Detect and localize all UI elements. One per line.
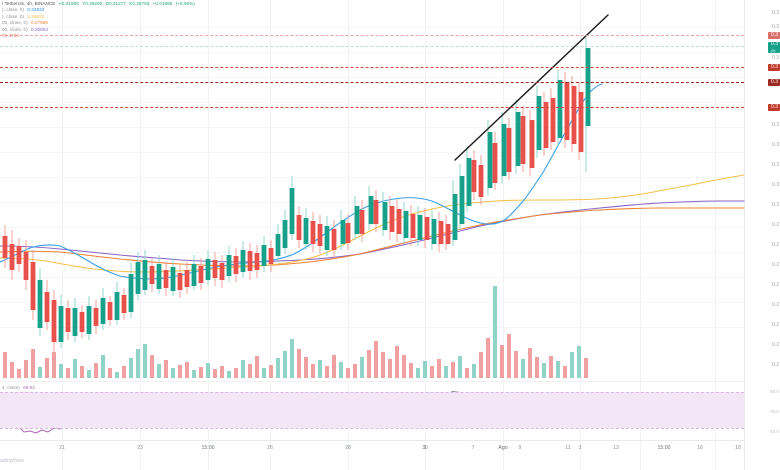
time-axis[interactable]: 21 23 15:00 26 28 30 Ago 3 5 7 9 11 13 1…: [0, 441, 744, 459]
legend-change-pct: (+5.56%): [175, 1, 195, 6]
price-level-line-1: [0, 35, 744, 36]
price-tick: 0.3: [772, 202, 779, 208]
time-tick: 16: [697, 445, 703, 451]
time-tick: 11: [565, 445, 571, 451]
price-tick: 0.2: [772, 322, 779, 328]
rsi-tick: 40.0: [770, 429, 779, 434]
price-tick: 0.2: [772, 342, 779, 348]
legend-change: +0.01886: [152, 1, 173, 6]
candles: [2, 38, 591, 352]
time-tick: 21: [59, 445, 65, 451]
legend-ma-value-4: 0.25904: [31, 26, 48, 32]
legend-ma-value-2: 0.29622: [27, 13, 45, 19]
ma-line-blue: [0, 83, 603, 280]
rsi-oversold-line: [0, 428, 744, 429]
legend-open-label: A: [58, 1, 62, 6]
legend-volume-row[interactable]: 79.379K: [2, 33, 432, 39]
rsi-overbought-line: [0, 392, 744, 393]
volume-bars: [3, 286, 588, 378]
legend-high-label: Y: [82, 1, 86, 6]
current-price-badge[interactable]: 0.3 (0): [768, 40, 780, 53]
time-tick: 3: [578, 445, 582, 451]
legend-symbol: / TetherUS, 4h, BINANCE: [2, 1, 56, 6]
price-tick: 0.2: [772, 262, 779, 268]
legend-close-label: K: [129, 1, 133, 6]
price-tick: 0.3: [772, 10, 779, 16]
rsi-axis[interactable]: 80.0 70.0 40.0: [745, 384, 780, 442]
price-tick: 0.3: [772, 55, 779, 61]
uptrend-line: [454, 14, 609, 161]
ma-line-orange: [0, 207, 745, 267]
time-tick: 13: [613, 445, 619, 451]
price-level-badge-4[interactable]: 0.3: [768, 104, 780, 111]
time-tick: 30: [422, 445, 428, 451]
price-chart-panel[interactable]: [0, 0, 745, 380]
legend-ma-label-2: ), close, 0): [2, 13, 25, 19]
price-tick: 0.2: [772, 222, 779, 228]
price-level-badge-1[interactable]: 0.3: [768, 32, 780, 39]
price-tick: 0.2: [772, 302, 779, 308]
legend-ma-label-1: ), close, 0): [2, 7, 25, 13]
price-axis[interactable]: 0.3 0.3 0.3 0.3 0.3 0.3 0.3 0.3 0.2 0.2 …: [745, 0, 780, 440]
time-tick: 23: [137, 445, 143, 451]
current-price-line: [0, 46, 744, 47]
legend-volume-value: 79.379K: [2, 33, 20, 39]
legend-low-value: 0.31277: [108, 1, 126, 6]
time-tick: 5: [423, 445, 427, 451]
legend-close-value: 0.35793: [132, 1, 150, 6]
price-level-badge-3[interactable]: 0.3: [768, 79, 780, 86]
current-price-value: 0.3: [771, 40, 778, 47]
price-tick: 0.2: [772, 362, 779, 368]
rsi-legend-value: 69.92: [23, 385, 35, 390]
tradingview-watermark: adingView: [0, 458, 24, 464]
price-tick: 0.3: [772, 142, 779, 148]
rsi-legend[interactable]: 4, close) 69.92: [2, 385, 35, 391]
ma-line-yellow: [0, 174, 745, 273]
price-tick: 0.2: [772, 242, 779, 248]
time-tick: 26: [267, 445, 273, 451]
price-tick: 0.2: [772, 282, 779, 288]
rsi-tick: 70.0: [770, 409, 779, 414]
time-tick: Ago: [498, 445, 508, 451]
price-level-line-3: [0, 82, 744, 83]
legend-ma-label-3: 00, close, 0): [2, 20, 28, 26]
price-tick: 0.3: [772, 24, 779, 30]
price-tick: 0.3: [772, 162, 779, 168]
legend-high-value: 0.36200: [85, 1, 103, 6]
legend-ma-label-4: 00, close, 0): [2, 26, 28, 32]
price-tick: 0.3: [772, 182, 779, 188]
time-tick: 18: [735, 445, 741, 451]
current-price-sub: (0): [771, 48, 776, 53]
time-tick: 7: [471, 445, 475, 451]
rsi-panel[interactable]: [0, 384, 745, 440]
chart-legend: / TetherUS, 4h, BINANCE A0.31905 Y0.3620…: [2, 1, 432, 39]
price-level-badge-2[interactable]: 0.3: [768, 64, 780, 71]
legend-ma-row-4[interactable]: 00, close, 0) 0.25904: [2, 27, 432, 33]
price-level-line-2: [0, 67, 744, 68]
time-tick: 9: [518, 445, 522, 451]
rsi-tick: 80.0: [770, 389, 779, 394]
legend-open-value: 0.31905: [61, 1, 79, 6]
legend-ma-row-2[interactable]: ), close, 0) 0.29622: [2, 14, 432, 20]
price-tick: 0.3: [772, 122, 779, 128]
legend-ma-row-1[interactable]: ), close, 0) 0.32832: [2, 7, 432, 13]
time-tick: 15:00: [201, 445, 215, 451]
legend-low-label: D: [105, 1, 109, 6]
rsi-legend-label: 4, close): [2, 385, 20, 390]
candlestick-series: [0, 14, 745, 378]
legend-ma-value-3: 0.27686: [31, 20, 48, 26]
legend-ma-value-1: 0.32832: [27, 7, 45, 13]
price-level-line-4: [0, 107, 744, 108]
time-tick: 15:00: [657, 445, 671, 451]
time-tick: 28: [345, 445, 351, 451]
rsi-band: [0, 392, 744, 428]
legend-ma-row-3[interactable]: 00, close, 0) 0.27686: [2, 20, 432, 26]
